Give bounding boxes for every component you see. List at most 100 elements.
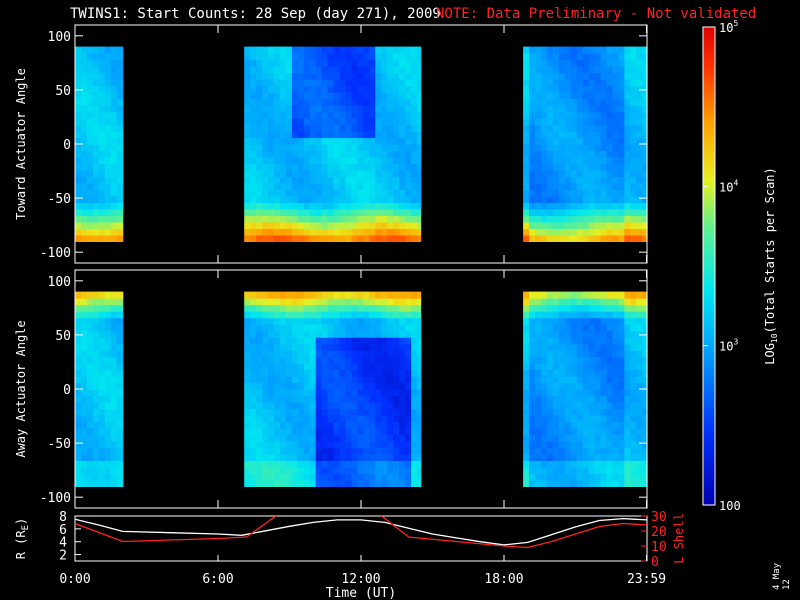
heatmap-cell (546, 208, 554, 216)
heatmap-cell (309, 291, 317, 299)
heatmap-cell (333, 304, 341, 312)
heatmap-cell (417, 408, 422, 416)
heatmap-cell (256, 369, 263, 377)
heatmap-cell (285, 46, 293, 54)
heatmap-cell (570, 421, 578, 429)
heatmap-cell (110, 176, 118, 184)
heatmap-cell (576, 395, 584, 403)
heatmap-cell (268, 46, 275, 54)
heatmap-cell (588, 447, 596, 455)
heatmap-cell (546, 479, 554, 487)
heatmap-cell (339, 311, 347, 319)
heatmap-cell (570, 228, 578, 236)
heatmap-cell (546, 137, 554, 145)
heatmap-cell (303, 291, 311, 299)
heatmap-cell (315, 72, 323, 80)
heatmap-cell (345, 98, 353, 106)
heatmap-cell (642, 466, 648, 474)
heatmap-cell (381, 291, 388, 299)
heatmap-cell (570, 402, 578, 410)
heatmap-cell (309, 427, 317, 435)
heatmap-cell (612, 337, 619, 345)
heatmap-cell (303, 402, 311, 410)
heatmap-cell (291, 228, 299, 236)
heatmap-cell (309, 311, 317, 319)
heatmap-cell (250, 311, 257, 319)
heatmap-cell (110, 195, 118, 203)
heatmap-cell (333, 131, 341, 139)
heatmap-cell (535, 382, 542, 390)
heatmap-cell (303, 356, 311, 364)
heatmap-cell (636, 195, 643, 203)
heatmap-cell (268, 298, 275, 306)
heatmap-cell (315, 363, 323, 371)
heatmap-cell (81, 350, 88, 358)
heatmap-cell (116, 369, 124, 377)
heatmap-cell (285, 389, 293, 397)
heatmap-cell (345, 395, 353, 403)
heatmap-cell (642, 311, 648, 319)
heatmap-cell (256, 447, 263, 455)
heatmap-cell (411, 111, 418, 119)
heatmap-cell (588, 53, 596, 61)
heatmap-cell (546, 440, 554, 448)
heatmap-cell (381, 466, 388, 474)
heatmap-cell (92, 479, 100, 487)
heatmap-cell (381, 389, 388, 397)
heatmap-cell (393, 144, 400, 152)
heatmap-cell (636, 157, 643, 165)
heatmap-cell (274, 59, 281, 67)
heatmap-cell (523, 337, 530, 345)
heatmap-cell (576, 144, 584, 152)
heatmap-cell (540, 46, 548, 54)
heatmap-cell (274, 324, 281, 332)
heatmap-cell (393, 131, 400, 139)
heatmap-cell (280, 427, 287, 435)
heatmap-cell (540, 298, 548, 306)
heatmap-cell (369, 395, 376, 403)
heatmap-cell (104, 330, 112, 338)
heatmap-cell (309, 59, 317, 67)
heatmap-cell (256, 85, 263, 93)
heatmap-cell (333, 157, 341, 165)
heatmap-cell (618, 304, 625, 312)
heatmap-cell (535, 304, 542, 312)
heatmap-cell (291, 440, 299, 448)
heatmap-cell (357, 453, 364, 461)
heatmap-cell (363, 389, 370, 397)
heatmap-cell (81, 182, 88, 190)
heatmap-cell (417, 92, 422, 100)
heatmap-cell (333, 85, 341, 93)
heatmap-cell (92, 234, 100, 242)
heatmap-cell (250, 215, 257, 223)
heatmap-cell (309, 473, 317, 481)
heatmap-cell (582, 46, 590, 54)
heatmap-cell (642, 427, 648, 435)
heatmap-cell (624, 182, 631, 190)
heatmap-cell (558, 98, 566, 106)
heatmap-cell (618, 350, 625, 358)
heatmap-cell (250, 324, 257, 332)
heatmap-cell (558, 395, 566, 403)
heatmap-cell (327, 92, 335, 100)
heatmap-cell (600, 311, 608, 319)
heatmap-cell (558, 182, 566, 190)
heatmap-cell (387, 447, 394, 455)
heatmap-cell (244, 395, 251, 403)
heatmap-cell (606, 447, 614, 455)
heatmap-cell (529, 343, 536, 351)
heatmap-cell (363, 291, 370, 299)
heatmap-cell (104, 382, 112, 390)
heatmap-cell (351, 356, 359, 364)
heatmap-cell (291, 382, 299, 390)
heatmap-cell (642, 402, 648, 410)
heatmap-cell (268, 447, 275, 455)
heatmap-cell (110, 453, 118, 461)
colorbar-tick-label: 104 (719, 178, 738, 194)
heatmap-cell (417, 376, 422, 384)
heatmap-cell (297, 195, 305, 203)
heatmap-cell (98, 376, 106, 384)
heatmap-cell (339, 337, 347, 345)
heatmap-cell (351, 434, 359, 442)
heatmap-cell (381, 131, 388, 139)
